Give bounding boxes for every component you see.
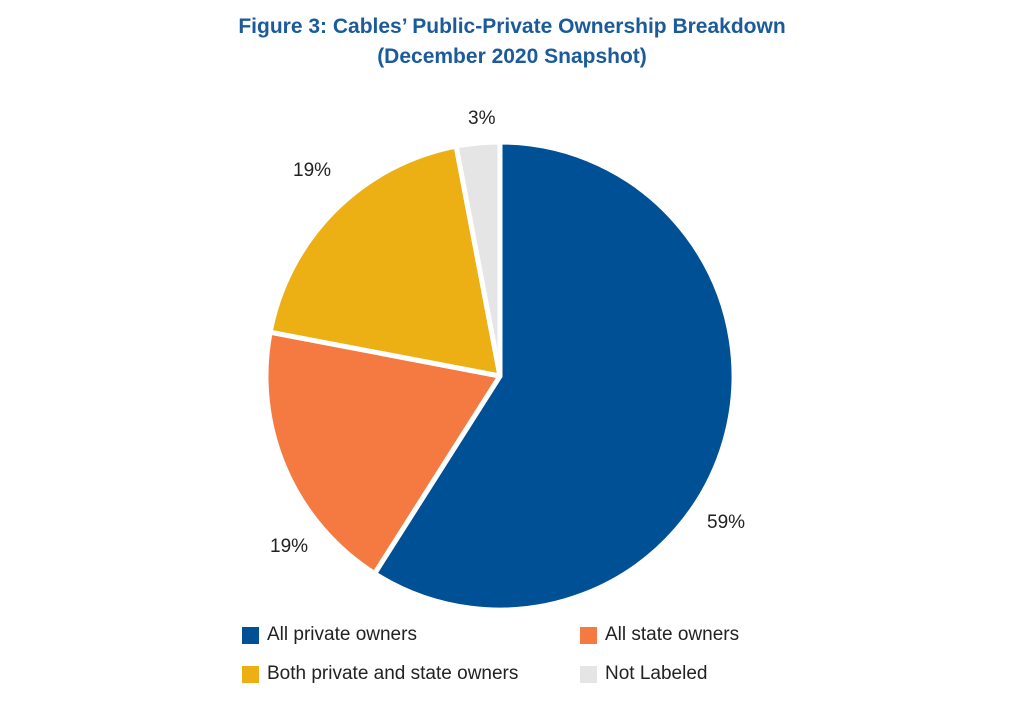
legend-swatch-not-labeled xyxy=(580,665,597,683)
legend-swatch-both xyxy=(242,665,259,683)
legend-label-both: Both private and state owners xyxy=(267,663,519,684)
legend-item-both: Both private and state owners xyxy=(242,663,518,685)
legend-label-not-labeled: Not Labeled xyxy=(605,663,708,684)
pie-slice-both xyxy=(267,143,503,379)
slice-label-not-labeled: 3% xyxy=(468,108,496,129)
chart-title-block: Figure 3: Cables’ Public-Private Ownersh… xyxy=(0,12,1024,72)
legend-swatch-state xyxy=(580,626,597,644)
slice-label-both: 19% xyxy=(293,160,332,181)
legend-label-state: All state owners xyxy=(605,624,740,645)
legend-item-private: All private owners xyxy=(242,624,417,646)
chart-title: Figure 3: Cables’ Public-Private Ownersh… xyxy=(238,15,786,38)
legend-item-not-labeled: Not Labeled xyxy=(580,663,707,685)
chart-subtitle: (December 2020 Snapshot) xyxy=(377,45,647,68)
slice-label-private: 59% xyxy=(707,512,746,533)
pie-slice-state xyxy=(263,329,503,577)
legend-item-state: All state owners xyxy=(580,624,739,646)
pie-slice-not-labeled xyxy=(453,139,503,379)
pie-slice-private xyxy=(372,139,737,613)
legend-swatch-private xyxy=(242,626,259,644)
legend-label-private: All private owners xyxy=(267,624,417,645)
slice-label-state: 19% xyxy=(270,536,309,557)
